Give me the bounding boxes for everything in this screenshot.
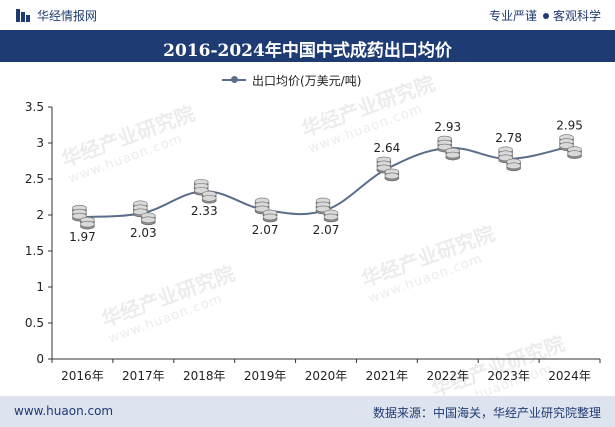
chart-title: 2016-2024年中国中式成药出口均价: [163, 41, 452, 61]
x-tick-label: 2018年: [183, 369, 226, 383]
coin-marker-icon: [559, 134, 582, 159]
x-tick-label: 2017年: [122, 369, 165, 383]
data-label: 1.97: [69, 230, 96, 244]
y-tick-label: 1: [36, 280, 44, 294]
y-tick-label: 2: [36, 208, 44, 222]
slogan-1: 专业严谨: [488, 9, 537, 23]
legend-marker-icon: [231, 76, 238, 83]
data-label: 2.07: [313, 223, 340, 237]
title-bar: [0, 30, 615, 62]
data-label: 2.07: [252, 223, 279, 237]
y-tick-label: 3: [36, 136, 44, 150]
y-tick-label: 3.5: [25, 100, 44, 114]
x-tick-label: 2020年: [305, 369, 348, 383]
coin-marker-icon: [498, 146, 521, 172]
coin-marker-icon: [437, 135, 461, 161]
data-source: 数据来源：中国海关，华经产业研究院整理: [372, 406, 601, 420]
data-label: 2.64: [374, 141, 401, 155]
coin-marker-icon: [315, 197, 339, 223]
x-tick-label: 2021年: [366, 369, 409, 383]
data-label: 2.78: [495, 131, 522, 145]
data-label: 2.95: [556, 119, 583, 133]
brand-name: 华经情报网: [37, 9, 98, 23]
coin-marker-icon: [193, 178, 217, 204]
coin-marker-icon: [376, 156, 400, 182]
coin-marker-icon: [254, 197, 278, 223]
top-bar: 华经情报网 专业严谨 客观科学: [0, 0, 615, 30]
footer-url[interactable]: www.huaon.com: [14, 404, 114, 418]
slogan-2: 客观科学: [552, 9, 601, 23]
x-tick-label: 2016年: [61, 369, 104, 383]
footer-bar: [0, 396, 615, 427]
slogan: 专业严谨 客观科学: [489, 7, 601, 24]
legend-label: 出口均价(万美元/吨): [252, 74, 362, 88]
x-tick-label: 2019年: [244, 369, 287, 383]
data-label: 2.93: [434, 120, 461, 134]
x-tick-label: 2022年: [427, 369, 470, 383]
x-tick-label: 2023年: [487, 369, 530, 383]
bar-logo-icon: [16, 9, 30, 22]
line-chart: 0 0.5 1 1.5 2 2.5 3 3.5 2016年 2017年 2018年 2019年 2020…: [25, 100, 601, 383]
x-tick-label: 2024年: [548, 369, 591, 383]
data-label: 2.33: [191, 204, 218, 218]
y-tick-label: 2.5: [25, 172, 44, 186]
y-tick-label: 1.5: [25, 244, 44, 258]
coin-marker-icon: [72, 204, 95, 230]
y-tick-label: 0: [36, 352, 44, 366]
y-tick-label: 0.5: [25, 316, 44, 330]
data-label: 2.03: [130, 226, 157, 240]
dot-icon: [542, 13, 549, 19]
coin-marker-icon: [133, 200, 156, 226]
